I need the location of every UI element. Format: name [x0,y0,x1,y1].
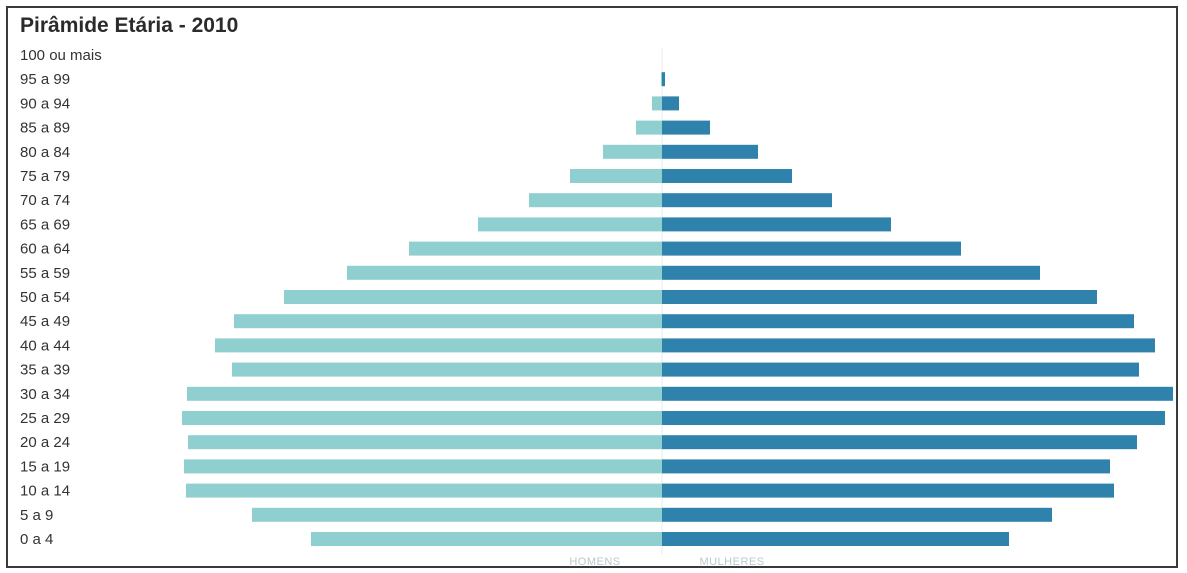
bar-mulheres [662,459,1110,474]
age-label: 10 a 14 [20,483,70,500]
age-label: 35 a 39 [20,362,70,379]
age-label: 70 a 74 [20,192,70,209]
bar-mulheres [662,411,1165,425]
chart-frame [6,6,1178,568]
age-label: 30 a 34 [20,386,70,403]
bar-homens [529,193,662,208]
bar-mulheres [662,241,961,256]
age-label: 45 a 49 [20,313,70,330]
bar-mulheres [662,532,1009,546]
age-label: 75 a 79 [20,168,70,185]
bar-mulheres [662,386,1173,401]
bar-mulheres [662,265,1040,280]
age-label: 50 a 54 [20,289,70,306]
age-label: 25 a 29 [20,410,70,427]
age-label: 65 a 69 [20,216,70,233]
age-label: 15 a 19 [20,458,70,475]
age-label: 90 a 94 [20,95,70,112]
age-label: 55 a 59 [20,265,70,282]
age-label: 95 a 99 [20,71,70,88]
bar-mulheres [662,338,1155,353]
bar-mulheres [662,362,1139,377]
bar-homens [252,507,662,522]
chart-title: Pirâmide Etária - 2010 [20,14,239,37]
bar-homens [215,338,662,353]
legend: HOMENS MULHERES [569,556,764,568]
bar-mulheres [662,120,710,135]
age-label: 20 a 24 [20,434,70,451]
legend-label: MULHERES [699,556,764,568]
bar-homens [284,290,662,304]
bar-mulheres [662,193,832,208]
bar-mulheres [662,483,1114,498]
bar-homens [188,435,662,450]
bar-homens [661,72,662,87]
bar-mulheres [662,435,1137,450]
bar-homens [187,386,662,401]
bar-homens [182,411,662,425]
age-label: 0 a 4 [20,531,53,548]
age-label: 5 a 9 [20,507,53,524]
bar-homens [478,217,662,232]
bar-homens [636,120,662,135]
bar-mulheres [662,96,679,111]
age-label: 85 a 89 [20,120,70,137]
bar-homens [186,483,662,498]
age-label: 40 a 44 [20,337,70,354]
bar-mulheres [662,144,758,159]
bar-mulheres [662,290,1097,304]
bar-homens [652,96,662,111]
bar-mulheres [662,217,891,232]
bar-homens [232,362,662,377]
age-label: 80 a 84 [20,144,70,161]
bar-mulheres [662,314,1134,329]
bar-homens [234,314,662,329]
legend-label: HOMENS [569,556,620,568]
bar-mulheres [662,507,1052,522]
bar-homens [603,144,662,159]
age-label: 60 a 64 [20,241,70,258]
bar-homens [311,532,662,546]
bar-homens [409,241,662,256]
bar-mulheres [662,169,792,183]
bars [182,72,1173,546]
age-label: 100 ou mais [20,47,102,64]
age-labels: 100 ou mais 95 a 99 90 a 94 85 a 89 80 a 84 7… [20,47,102,548]
bar-homens [347,265,662,280]
bar-mulheres [662,72,665,87]
bar-homens [570,169,662,183]
bar-homens [184,459,662,474]
